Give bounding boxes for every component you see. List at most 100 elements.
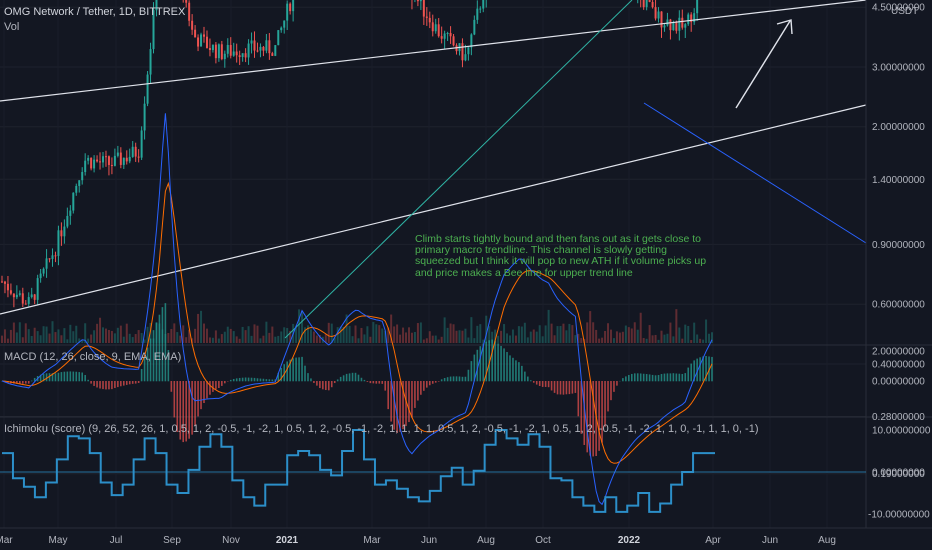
macd-histogram-bar (161, 307, 164, 382)
macd-histogram-bar (232, 378, 235, 382)
macd-histogram-bar (188, 381, 190, 439)
volume-bar (351, 336, 354, 343)
volume-bar (595, 329, 598, 343)
macd-histogram-bar (426, 381, 428, 388)
candle-body (280, 27, 283, 31)
macd-histogram-bar (610, 381, 612, 401)
macd-histogram-bar (33, 377, 36, 382)
macd-histogram-bar (143, 357, 146, 382)
macd-line (1, 113, 713, 506)
macd-histogram-bar (696, 358, 698, 382)
time-tick-label: Aug (818, 535, 836, 546)
volume-bar (57, 329, 60, 343)
macd-histogram-bar (229, 379, 232, 382)
volume-bar (559, 326, 562, 343)
macd-histogram-bar (553, 381, 556, 393)
macd-histogram-bar (515, 360, 517, 382)
candle-body (241, 53, 244, 58)
candle-body (21, 293, 24, 304)
volume-bar (309, 329, 312, 343)
candle-body (271, 53, 274, 56)
macd-histogram-bar (218, 381, 220, 388)
candle-body (434, 24, 437, 32)
volume-bar (678, 327, 681, 343)
volume-bar (87, 338, 90, 343)
volume-bar (250, 335, 253, 343)
volume-bar (342, 326, 345, 343)
macd-histogram-bar (396, 381, 398, 433)
candle-body (45, 258, 48, 269)
volume-bar (390, 314, 393, 343)
macd-histogram-bar (24, 381, 27, 384)
candle-body (286, 3, 289, 21)
volume-bar (402, 327, 405, 343)
macd-histogram-bar (663, 373, 666, 382)
macd-histogram-bar (669, 373, 672, 382)
volume-bar (75, 325, 78, 343)
macd-histogram-bar (182, 381, 185, 443)
macd-histogram-bar (687, 367, 690, 382)
volume-bar (470, 317, 473, 343)
candle-body (104, 156, 107, 158)
candle-body (203, 34, 206, 37)
volume-bar (238, 338, 241, 343)
volume-bar (134, 334, 137, 343)
candle-body (654, 7, 657, 19)
candle-body (24, 303, 27, 305)
volume-bar (651, 335, 654, 343)
volume-bar (146, 326, 149, 343)
candle-body (137, 156, 140, 158)
macd-histogram-bar (547, 381, 550, 388)
macd-histogram-bar (592, 381, 594, 457)
macd-histogram-bar (470, 361, 473, 382)
macd-histogram-bar (304, 365, 306, 382)
ichimoku-label: Ichimoku (score) (9, 26, 52, 26, 1, 0.5,… (4, 423, 759, 435)
volume-bar (399, 334, 402, 343)
volume-bar (295, 325, 298, 343)
volume-bar (12, 322, 15, 343)
volume-bar (580, 338, 583, 343)
volume-bar (612, 338, 615, 343)
candle-body (149, 49, 152, 75)
candle-body (18, 293, 21, 295)
macd-histogram-bar (259, 378, 262, 382)
macd-histogram-bar (235, 378, 238, 382)
volume-bar (568, 323, 571, 343)
macd-histogram-bar (503, 348, 505, 382)
volume-bar (624, 325, 627, 343)
price-tick-label: 1.40000000 (872, 175, 925, 186)
macd-histogram-bar (283, 364, 286, 382)
volume-bar (312, 331, 315, 343)
volume-bar (3, 329, 6, 343)
volume-bar (54, 332, 57, 343)
macd-histogram-bar (645, 374, 648, 382)
candle-body (696, 0, 699, 14)
macd-histogram-bar (60, 372, 63, 382)
macd-histogram-bar (114, 381, 116, 389)
macd-histogram-bar (420, 381, 422, 395)
volume-bar (357, 338, 360, 343)
candle-body (283, 20, 286, 28)
volume-bar (21, 337, 24, 343)
candle-body (81, 172, 84, 181)
candle-body (678, 17, 681, 31)
macd-histogram-bar (702, 356, 704, 382)
macd-histogram-bar (78, 372, 81, 382)
volume-bar (182, 325, 185, 343)
candle-body (214, 44, 217, 59)
macd-histogram-bar (532, 381, 535, 383)
macd-histogram-bar (176, 381, 179, 432)
candle-body (672, 22, 675, 31)
time-axis[interactable]: Mar May Jul Sep Nov 2021 Mar Jun Aug Oct 2022 Apr Ju… (0, 535, 836, 546)
volume-bar (657, 339, 660, 343)
trendlines (0, 0, 867, 339)
macd-histogram-bar (191, 381, 193, 435)
macd-histogram-bar (247, 377, 250, 382)
volume-bar (348, 325, 351, 343)
candle-body (63, 226, 66, 237)
volume-bar (33, 327, 36, 343)
volume-bar (179, 335, 182, 343)
price-axis[interactable]: 32.5000000022.5000000014.500000009.50000… (867, 0, 931, 521)
macd-histogram-bar (512, 357, 514, 382)
volume-bar (84, 323, 87, 343)
